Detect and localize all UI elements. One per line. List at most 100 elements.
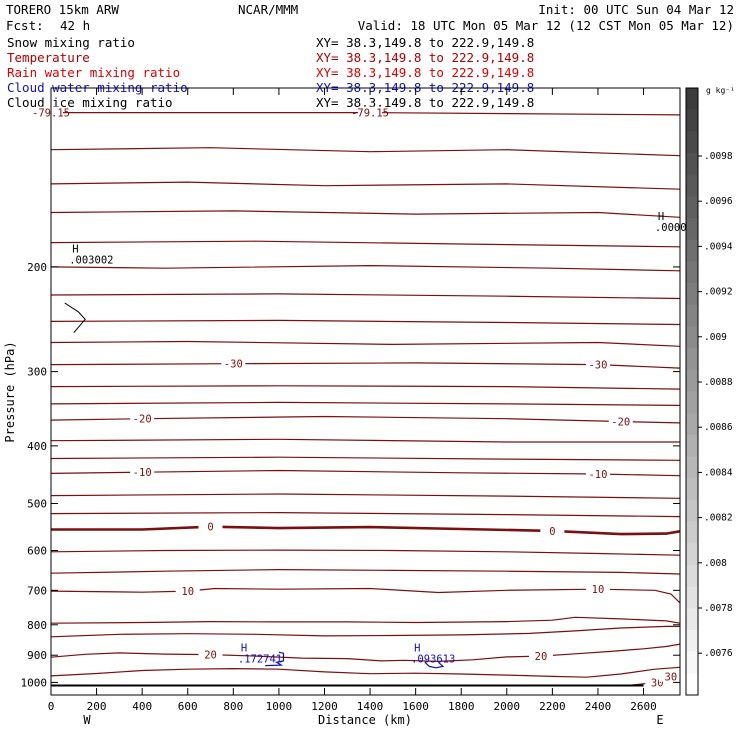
y-tick-label: 900 <box>27 649 47 662</box>
colorbar-swatch <box>686 326 698 349</box>
contour-label: -30 <box>588 360 607 372</box>
contour-label: -20 <box>133 414 152 426</box>
colorbar-swatch <box>686 174 698 197</box>
colorbar-swatch <box>686 651 698 674</box>
colorbar-swatch <box>686 564 698 588</box>
colorbar-tick-label: .0098 <box>704 151 733 162</box>
snow-contour <box>64 302 86 334</box>
colorbar-swatch <box>686 543 698 566</box>
contour-label: -10 <box>588 469 607 481</box>
contour-label-bg <box>198 520 223 532</box>
max-label-value: .093613 <box>411 653 455 665</box>
model-label: TORERO 15km ARW <box>6 2 119 17</box>
contour-label: -20 <box>611 417 630 429</box>
contour-label-bg <box>198 648 223 660</box>
temperature-contour <box>50 616 681 624</box>
temperature-contour <box>50 456 681 461</box>
colorbar-tick-label: .0078 <box>704 603 733 614</box>
colorbar-tick-label: .0084 <box>704 467 733 478</box>
colorbar-swatch <box>686 456 698 479</box>
x-tick-label: 1000 <box>266 700 293 713</box>
x-tick-label: 2000 <box>494 700 521 713</box>
west-end-label: W <box>83 713 91 727</box>
cloud-water-contours <box>64 302 445 669</box>
x-tick-label: 2400 <box>585 700 612 713</box>
x-axis-ticks: 0 200 400 600 800 1000 1200 1400 1600 1800 2000 220… <box>48 88 657 713</box>
colorbar-tick-label: .008 <box>704 558 727 569</box>
colorbar-tick-label: .0094 <box>704 241 733 252</box>
y-tick-label: 1000 <box>21 676 48 689</box>
x-tick-label: 1400 <box>357 700 384 713</box>
x-tick-label: 800 <box>223 700 243 713</box>
contour-label: -30 <box>224 359 243 371</box>
colorbar-tick-label: .0096 <box>704 196 733 207</box>
center-label: NCAR/MMM <box>238 2 298 17</box>
contour-label-bg <box>358 106 383 118</box>
temperature-contour <box>50 511 681 518</box>
fcst-value: 42 h <box>60 18 90 33</box>
y-tick-label: 800 <box>27 619 47 632</box>
colorbar-tick-label: .0088 <box>704 377 733 388</box>
contour-label-bg <box>645 676 670 688</box>
colorbar-swatch <box>686 434 698 458</box>
temperature-contour <box>50 568 681 575</box>
contour-label-bg <box>658 670 683 682</box>
temperature-contour <box>50 666 681 678</box>
valid-label: Valid: 18 UTC Mon 05 Mar 12 (12 CST Mon … <box>358 18 734 33</box>
temperature-contour <box>50 319 681 326</box>
y-tick-label: 200 <box>27 261 47 274</box>
contour-label-bg <box>540 524 565 536</box>
contour-label-bg <box>585 467 610 479</box>
temperature-contour <box>50 643 681 663</box>
contour-label: 0 <box>207 522 213 534</box>
temperature-contour <box>50 362 681 369</box>
colorbar-swatch <box>686 586 698 609</box>
colorbar-swatch <box>686 629 698 653</box>
x-tick-label: 1600 <box>402 700 429 713</box>
field-legend-item: Rain water mixing ratio <box>7 65 180 80</box>
temperature-contour <box>51 525 681 536</box>
colorbar-tick-label: .009 <box>704 332 727 343</box>
xy-line: XY= 38.3,149.8 to 222.9,149.8 <box>316 95 534 110</box>
field-legend-item: Snow mixing ratio <box>7 35 135 50</box>
x-axis-label: Distance (km) <box>318 713 412 727</box>
contour-label: 30 <box>665 672 678 684</box>
contour-label-bg <box>130 412 155 424</box>
y-tick-label: 300 <box>27 366 47 379</box>
colorbar-swatch <box>686 608 698 631</box>
colorbar-swatch <box>686 196 698 219</box>
contour-label: -79.15 <box>351 108 389 120</box>
contour-label: 20 <box>204 650 217 662</box>
colorbar-tick-label: .0092 <box>704 287 733 298</box>
colorbar-swatch <box>686 261 698 284</box>
temperature-contour <box>50 210 681 218</box>
contour-label-bg <box>175 585 200 597</box>
contour-label-bg <box>130 466 155 478</box>
field-legend-item: Cloud ice mixing ratio <box>7 95 173 110</box>
contour-label: 10 <box>181 586 194 598</box>
x-tick-label: 1200 <box>311 700 338 713</box>
colorbar-swatch <box>686 521 698 544</box>
colorbar-swatch <box>686 478 698 501</box>
temperature-contour <box>50 587 681 604</box>
xy-line: XY= 38.3,149.8 to 222.9,149.8 <box>316 50 534 65</box>
contour-label-bg <box>608 415 633 427</box>
x-tick-label: 0 <box>48 700 55 713</box>
colorbar-swatch <box>686 88 698 111</box>
fcst-label: Fcst: <box>6 18 44 33</box>
init-label: Init: 00 UTC Sun 04 Mar 12 <box>538 2 734 17</box>
contour-label-bg <box>585 358 610 370</box>
contour-label-bg <box>528 650 553 662</box>
colorbar-swatch <box>686 153 698 176</box>
x-tick-label: 2600 <box>630 700 657 713</box>
temperature-contour <box>50 181 681 190</box>
temperature-contour <box>50 264 681 272</box>
cloud-water-contour <box>424 661 445 669</box>
colorbar-tick-label: .0076 <box>704 648 733 659</box>
contour-label-bg <box>585 583 610 595</box>
